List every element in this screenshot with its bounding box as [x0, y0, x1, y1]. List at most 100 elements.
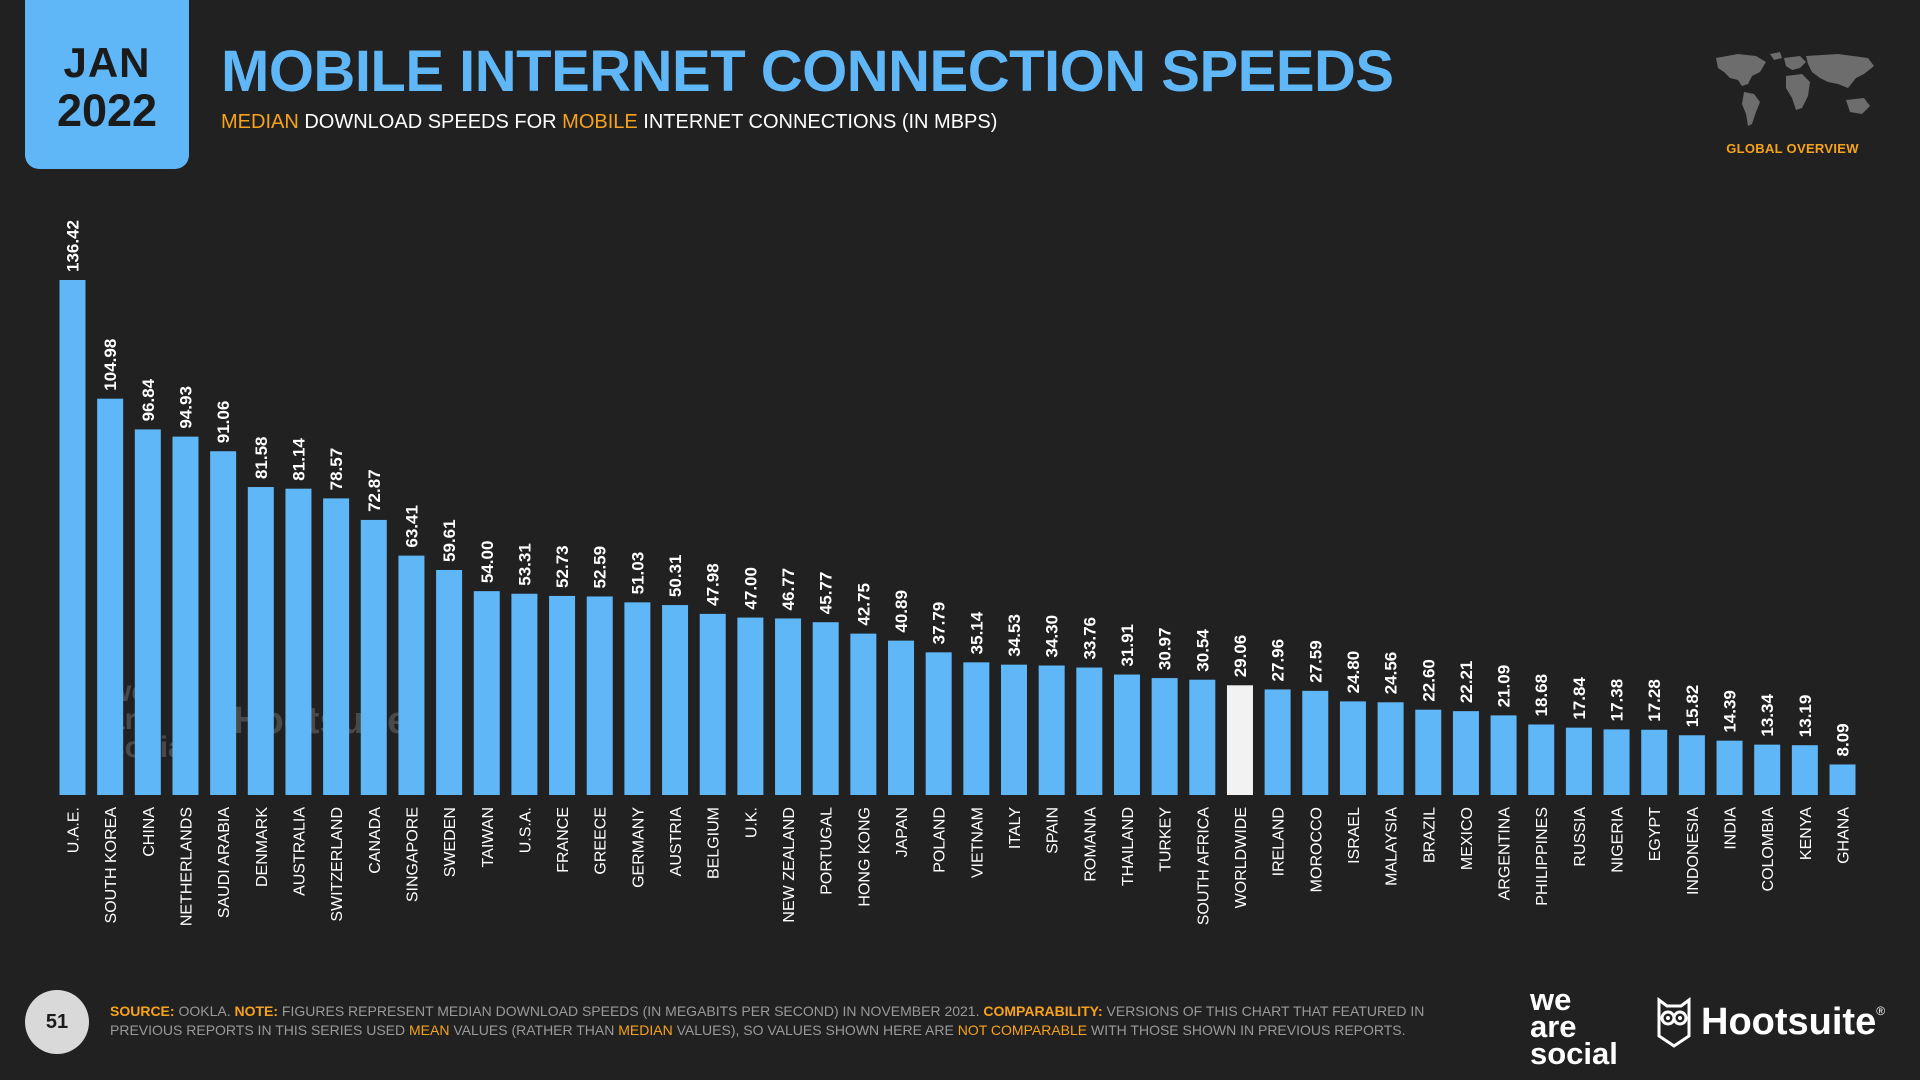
category-label: IRELAND [1271, 807, 1288, 876]
bar-israel [1339, 701, 1366, 795]
bar-new-zealand [775, 618, 802, 795]
source-label: SOURCE: [110, 1003, 175, 1019]
hootsuite-logo: Hootsuite ® [1655, 996, 1885, 1048]
category-label: U.K. [743, 807, 760, 838]
category-label: AUSTRIA [668, 807, 685, 877]
category-label: KENYA [1798, 807, 1815, 860]
category-label: VIETNAM [969, 807, 986, 878]
value-label: 24.56 [1382, 652, 1401, 695]
value-label: 37.79 [930, 602, 949, 645]
category-label: AUSTRALIA [291, 807, 308, 896]
footnote: SOURCE: OOKLA. NOTE: FIGURES REPRESENT M… [110, 1002, 1480, 1040]
comparability-text-4: WITH THOSE SHOWN IN PREVIOUS REPORTS. [1087, 1022, 1406, 1038]
logo-we: we [1530, 982, 1572, 1017]
category-label: MOROCCO [1308, 807, 1325, 892]
bar-canada [360, 519, 387, 795]
bar-germany [624, 602, 651, 795]
bar-vietnam [963, 662, 990, 795]
subtitle-part-2: DOWNLOAD SPEEDS FOR [298, 111, 563, 133]
bar-malaysia [1377, 702, 1404, 795]
value-label: 81.58 [252, 436, 271, 479]
bar-belgium [699, 613, 726, 795]
value-label: 136.42 [64, 220, 83, 272]
bar-philippines [1528, 724, 1555, 795]
value-label: 27.96 [1269, 639, 1288, 682]
bar-austria [662, 605, 689, 795]
value-label: 63.41 [402, 505, 421, 548]
value-label: 40.89 [892, 590, 911, 633]
bar-worldwide [1226, 685, 1253, 795]
category-label: BRAZIL [1421, 807, 1438, 863]
bar-switzerland [323, 498, 350, 795]
bar-nigeria [1603, 729, 1630, 795]
category-label: SWITZERLAND [329, 807, 346, 922]
bar-turkey [1151, 678, 1178, 795]
category-label: SINGAPORE [404, 807, 421, 902]
comparability-label: COMPARABILITY: [983, 1003, 1103, 1019]
category-label: WORLDWIDE [1233, 807, 1250, 908]
source-text: OOKLA. [174, 1003, 235, 1019]
bar-south-korea [97, 398, 124, 795]
value-label: 29.06 [1231, 635, 1250, 678]
bar-singapore [398, 555, 425, 795]
bar-japan [888, 640, 915, 795]
page-number: 51 [25, 990, 89, 1054]
value-label: 8.09 [1834, 723, 1853, 756]
bar-ghana [1829, 764, 1856, 795]
category-label: CANADA [367, 807, 384, 874]
category-label: SAUDI ARABIA [216, 807, 233, 918]
bar-indonesia [1678, 735, 1705, 795]
value-label: 53.31 [515, 543, 534, 586]
category-label: POLAND [932, 807, 949, 873]
bar-u-k [737, 617, 764, 795]
bar-greece [586, 596, 613, 795]
bar-saudi-arabia [210, 451, 237, 795]
note-text: FIGURES REPRESENT MEDIAN DOWNLOAD SPEEDS… [278, 1003, 984, 1019]
value-label: 91.06 [214, 401, 233, 444]
category-label: JAPAN [894, 807, 911, 857]
value-label: 45.77 [817, 572, 836, 615]
category-label: SPAIN [1045, 807, 1062, 854]
bar-denmark [247, 487, 274, 795]
logo-social: social [1530, 1036, 1618, 1071]
value-label: 42.75 [854, 583, 873, 626]
value-label: 21.09 [1495, 665, 1514, 708]
bar-china [134, 429, 161, 795]
bar-australia [285, 488, 312, 795]
bar-hong-kong [850, 633, 877, 795]
value-label: 72.87 [365, 469, 384, 512]
category-label: NETHERLANDS [178, 807, 195, 926]
date-year: 2022 [56, 85, 158, 136]
category-label: INDIA [1723, 807, 1740, 850]
bar-thailand [1113, 674, 1140, 795]
category-label: BELGIUM [706, 807, 723, 879]
value-label: 81.14 [289, 438, 308, 481]
value-label: 14.39 [1721, 690, 1740, 733]
category-label: SWEDEN [442, 807, 459, 877]
value-label: 17.28 [1645, 679, 1664, 722]
category-label: GERMANY [630, 807, 647, 888]
value-label: 13.19 [1796, 695, 1815, 738]
owl-icon [1657, 997, 1691, 1048]
category-label: RUSSIA [1572, 807, 1589, 867]
world-map-icon [1708, 48, 1880, 132]
category-label: DENMARK [254, 807, 271, 887]
bar-spain [1038, 665, 1065, 795]
bar-egypt [1641, 729, 1668, 795]
value-label: 22.21 [1457, 661, 1476, 704]
value-label: 30.97 [1156, 628, 1175, 671]
value-label: 33.76 [1080, 617, 1099, 660]
value-label: 34.30 [1043, 615, 1062, 658]
subtitle-part-3: MOBILE [562, 111, 638, 133]
value-label: 96.84 [139, 378, 158, 421]
value-label: 34.53 [1005, 614, 1024, 657]
bar-u-a-e [59, 280, 86, 795]
value-label: 27.59 [1306, 640, 1325, 683]
bar-taiwan [473, 591, 500, 795]
value-label: 18.68 [1532, 674, 1551, 717]
value-label: 46.77 [779, 568, 798, 611]
value-label: 13.34 [1758, 694, 1777, 737]
comparability-text-2: VALUES (RATHER THAN [449, 1022, 619, 1038]
registered-mark: ® [1876, 1004, 1886, 1018]
value-label: 15.82 [1683, 685, 1702, 728]
